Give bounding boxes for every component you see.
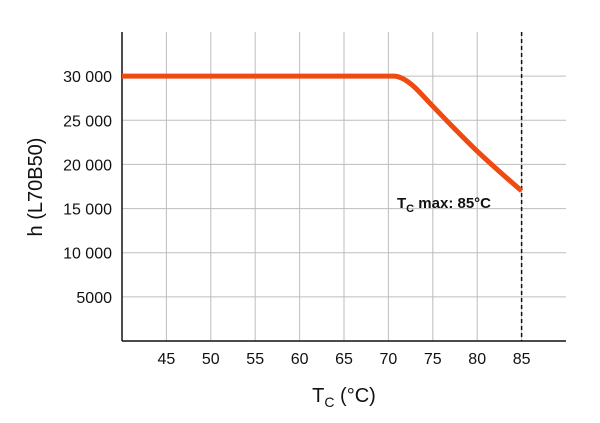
max-temperature-annotation: TC max: 85°C [397,195,491,215]
y-axis-title: h (L70B50) [25,138,47,237]
x-axis-title-sub: C [324,394,334,410]
x-tick-label: 65 [335,351,353,368]
y-tick-label: 25 000 [63,113,112,130]
x-tick-label: 50 [202,351,220,368]
lifetime-curve [121,73,524,193]
annotation-main: T [397,195,406,212]
x-tick-label: 75 [424,351,442,368]
x-tick-label: 55 [246,351,264,368]
x-axis-title: TC (°C) [312,385,376,410]
x-axis-title-main: T [312,385,324,407]
x-tick-label: 80 [468,351,486,368]
annotation-sub: C [406,203,414,215]
y-tick-label: 10 000 [63,246,112,263]
y-tick-labels: 5000 10 000 15 000 20 000 25 000 30 000 [63,69,112,307]
x-tick-label: 45 [158,351,176,368]
y-tick-label: 5000 [76,290,112,307]
annotation-rest: max: 85°C [414,195,491,212]
x-tick-label: 70 [380,351,398,368]
y-tick-label: 30 000 [63,69,112,86]
x-tick-label: 60 [291,351,309,368]
y-tick-label: 20 000 [63,157,112,174]
axes [121,32,566,342]
y-tick-label: 15 000 [63,202,112,219]
x-axis-title-unit: (°C) [335,385,376,407]
x-tick-label: 85 [513,351,531,368]
x-tick-labels: 45 50 55 60 65 70 75 80 85 [158,351,531,368]
